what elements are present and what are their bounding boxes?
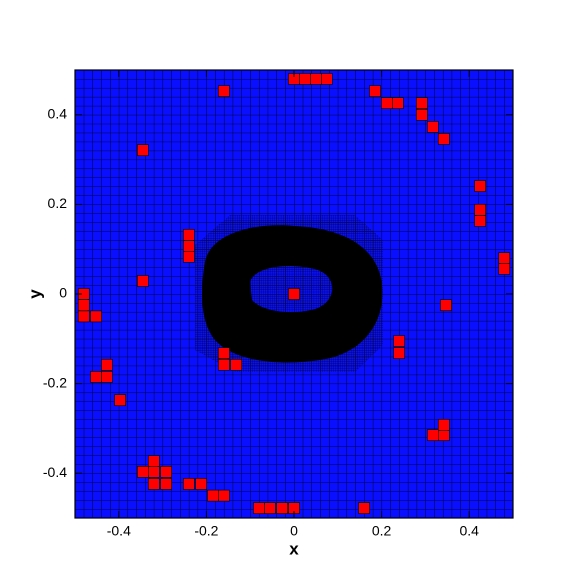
refined-cell [77, 299, 90, 312]
refined-cell [393, 335, 405, 347]
refined-cell [230, 358, 242, 371]
y-tick-label: -0.4 [43, 464, 67, 480]
refined-cell [218, 85, 230, 97]
refined-cell [137, 275, 149, 287]
refined-cell [148, 466, 160, 478]
refined-cell [264, 502, 276, 514]
refined-cell [310, 73, 322, 85]
refined-cell [207, 489, 219, 502]
refined-cell [369, 85, 381, 97]
y-tick-label: 0.2 [48, 195, 68, 211]
refined-cell [195, 478, 207, 490]
refined-cell [288, 288, 300, 300]
refined-cell [183, 251, 195, 263]
refined-cell [393, 347, 405, 359]
refined-cell [321, 73, 333, 85]
refined-cell [183, 229, 195, 241]
y-tick-label: 0.4 [48, 106, 68, 122]
refined-cell [101, 371, 113, 383]
y-tick-label: -0.2 [43, 374, 67, 390]
refined-cell [416, 97, 428, 109]
refined-cell [498, 252, 511, 264]
refined-cell [160, 466, 172, 478]
refined-core [202, 225, 383, 363]
refined-cell [299, 73, 311, 85]
refined-cell [440, 299, 452, 312]
refined-cell [427, 121, 439, 133]
refined-cell [90, 371, 102, 383]
refined-cell [474, 180, 486, 192]
refined-cell [218, 347, 230, 359]
x-tick-label: 0.4 [459, 523, 479, 539]
refined-cell [90, 310, 102, 323]
refined-cell [183, 478, 195, 490]
refined-cell [137, 144, 149, 156]
refined-cell [498, 263, 511, 275]
refined-cell [160, 478, 172, 490]
cells [77, 73, 511, 514]
refined-cell [416, 109, 428, 121]
refined-cell [358, 502, 370, 514]
refined-cell [101, 358, 113, 371]
refined-cell [437, 429, 450, 441]
refined-cell [392, 97, 404, 109]
refined-cell [253, 502, 265, 514]
refined-cell [437, 133, 450, 145]
refined-cell [77, 310, 90, 323]
x-tick-label: 0 [290, 523, 298, 539]
refined-cell [437, 419, 450, 431]
refined-cell [218, 358, 230, 371]
x-tick-label: -0.4 [107, 523, 131, 539]
refined-cell [427, 429, 439, 441]
refined-cell [276, 502, 288, 514]
x-tick-label: -0.2 [194, 523, 218, 539]
x-axis-title: x [289, 539, 299, 558]
refined-cell [183, 240, 195, 252]
refined-cell [381, 97, 393, 109]
refined-cell [148, 455, 160, 467]
refined-cell [474, 215, 486, 227]
refined-cell [218, 489, 230, 502]
refined-cell [114, 394, 126, 406]
y-tick-label: 0 [59, 285, 67, 301]
x-tick-label: 0.2 [372, 523, 392, 539]
refined-cell [474, 203, 486, 216]
refined-cell [148, 478, 160, 490]
refined-cell [137, 466, 149, 478]
y-axis-title: y [25, 289, 44, 299]
